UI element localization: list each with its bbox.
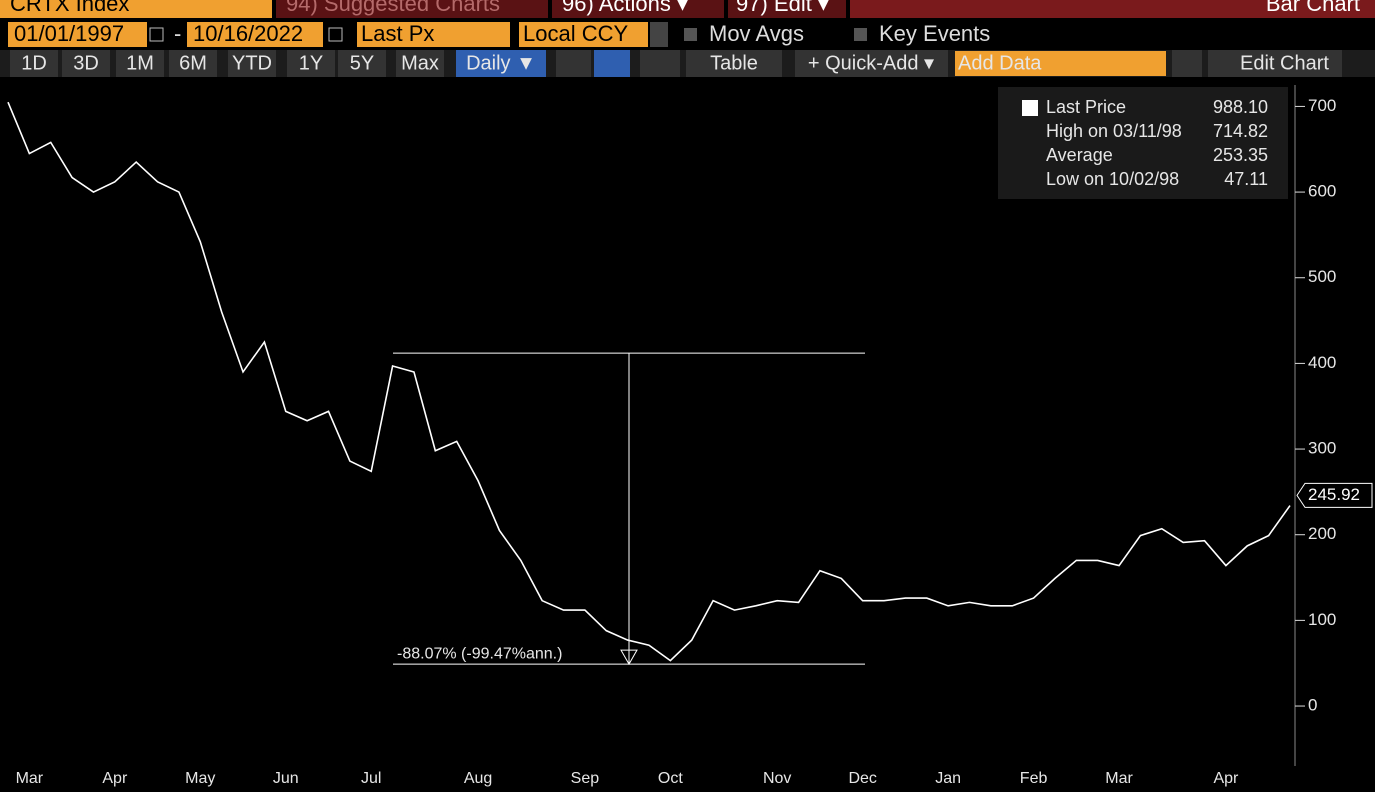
checkbox[interactable] <box>854 28 867 41</box>
legend-label: Low on 10/02/98 <box>1046 169 1179 189</box>
y-tick-label: 200 <box>1308 524 1336 543</box>
edit-chart[interactable]: Edit Chart <box>1240 52 1329 74</box>
period-button[interactable]: 6M <box>179 52 207 74</box>
icon-button[interactable] <box>1172 50 1202 77</box>
period-button[interactable]: 1M <box>126 52 154 74</box>
x-tick-label: Mar <box>16 770 44 787</box>
input-box[interactable] <box>357 22 510 47</box>
button[interactable] <box>396 50 444 77</box>
button-active[interactable] <box>456 50 546 77</box>
period-button[interactable]: 3D <box>73 52 99 74</box>
y-tick-label: 400 <box>1308 353 1336 372</box>
y-tick-label: 0 <box>1308 696 1317 715</box>
legend: Last Price 988.10 High on 03/11/98 714.82 Av… <box>1022 97 1268 189</box>
drawdown-label: -88.07% (-99.47%ann.) <box>397 645 562 662</box>
drawdown-arrow <box>620 649 638 666</box>
end-date[interactable]: 10/16/2022 <box>193 21 303 46</box>
legend-label: Last Price <box>1046 97 1126 117</box>
x-tick-label: Apr <box>1213 770 1239 787</box>
input-box[interactable] <box>187 22 323 47</box>
button[interactable] <box>1208 50 1342 77</box>
button[interactable] <box>62 50 110 77</box>
legend-box <box>998 87 1288 199</box>
x-tick-label: Jun <box>273 770 299 787</box>
button[interactable] <box>10 50 58 77</box>
x-tick-label: Jan <box>935 770 961 787</box>
x-tick-label: Aug <box>464 770 492 787</box>
input-box[interactable] <box>519 22 648 47</box>
calendar-icon[interactable] <box>149 27 164 42</box>
icon-button[interactable] <box>594 50 630 77</box>
period-button[interactable]: 5Y <box>350 52 374 74</box>
x-tick-label: Dec <box>848 770 876 787</box>
button[interactable] <box>228 50 276 77</box>
y-tick-label: 600 <box>1308 182 1336 201</box>
button[interactable] <box>686 50 782 77</box>
ticker-box[interactable] <box>0 0 272 18</box>
x-tick-label: Nov <box>763 770 791 787</box>
legend-value: 714.82 <box>1213 121 1268 141</box>
ticker[interactable]: CRTX Index <box>10 0 129 16</box>
frequency[interactable]: Daily ▼ <box>466 52 536 74</box>
y-tick-label: 500 <box>1308 267 1336 286</box>
menu-bg[interactable] <box>728 0 846 18</box>
chart-type: Bar Chart <box>1266 0 1360 16</box>
key-events[interactable]: Key Events <box>879 21 990 46</box>
x-tick-label: Mar <box>1105 770 1133 787</box>
menu-edit[interactable]: 97) Edit ▾ <box>736 0 829 16</box>
button[interactable] <box>116 50 164 77</box>
legend-swatch <box>1022 100 1038 116</box>
field[interactable]: Last Px <box>361 21 434 46</box>
legend-label: High on 03/11/98 <box>1046 121 1182 141</box>
icon-button[interactable] <box>556 50 591 77</box>
menu-bg[interactable] <box>276 0 548 18</box>
legend-value: 253.35 <box>1213 145 1268 165</box>
plot: 0 100 200 300 400 500 600 700 Mar Apr May Jun Jul Aug… <box>7 85 1373 787</box>
legend-value: 988.10 <box>1213 97 1268 117</box>
legend-value: 47.11 <box>1224 169 1268 189</box>
calendar-icon[interactable] <box>328 27 343 42</box>
period-button[interactable]: Max <box>401 52 439 74</box>
x-tick-label: Oct <box>658 770 683 787</box>
period-group: 1D 3D 1M 6M YTD 1Y 5Y Max <box>10 50 444 77</box>
y-tick-label: 100 <box>1308 610 1336 629</box>
menu-bg[interactable] <box>552 0 724 18</box>
legend-label: Average <box>1046 145 1113 165</box>
date-dash: - <box>174 21 181 46</box>
input-box[interactable] <box>955 51 1166 76</box>
price-line <box>7 101 1291 662</box>
start-date[interactable]: 01/01/1997 <box>14 21 124 46</box>
button[interactable] <box>287 50 335 77</box>
button[interactable] <box>338 50 386 77</box>
button[interactable] <box>795 50 948 77</box>
mov-avgs[interactable]: Mov Avgs <box>709 21 804 46</box>
icon-button[interactable] <box>640 50 680 77</box>
y-tick-label: 300 <box>1308 439 1336 458</box>
period-button[interactable]: YTD <box>232 52 272 74</box>
period-button[interactable]: 1D <box>21 52 47 74</box>
x-tick-label: Jul <box>361 770 381 787</box>
table-button[interactable]: Table <box>710 52 758 74</box>
last-value-label: 245.92 <box>1308 485 1360 504</box>
y-tick-label: 700 <box>1308 96 1336 115</box>
dropdown[interactable] <box>650 22 668 47</box>
period-button[interactable]: 1Y <box>299 52 323 74</box>
last-value-tag <box>1296 482 1373 508</box>
title-bar <box>850 0 1375 18</box>
checkbox[interactable] <box>684 28 697 41</box>
x-tick-label: Sep <box>571 770 600 787</box>
menu-actions[interactable]: 96) Actions ▾ <box>562 0 688 16</box>
add-data[interactable]: Add Data <box>958 52 1042 74</box>
x-tick-label: May <box>185 770 215 787</box>
quick-add[interactable]: + Quick-Add ▾ <box>808 52 934 74</box>
button[interactable] <box>169 50 217 77</box>
menu-suggested[interactable]: 94) Suggested Charts <box>286 0 500 16</box>
x-tick-label: Feb <box>1020 770 1048 787</box>
x-tick-label: Apr <box>102 770 128 787</box>
input-box[interactable] <box>8 22 147 47</box>
currency[interactable]: Local CCY <box>523 21 628 46</box>
